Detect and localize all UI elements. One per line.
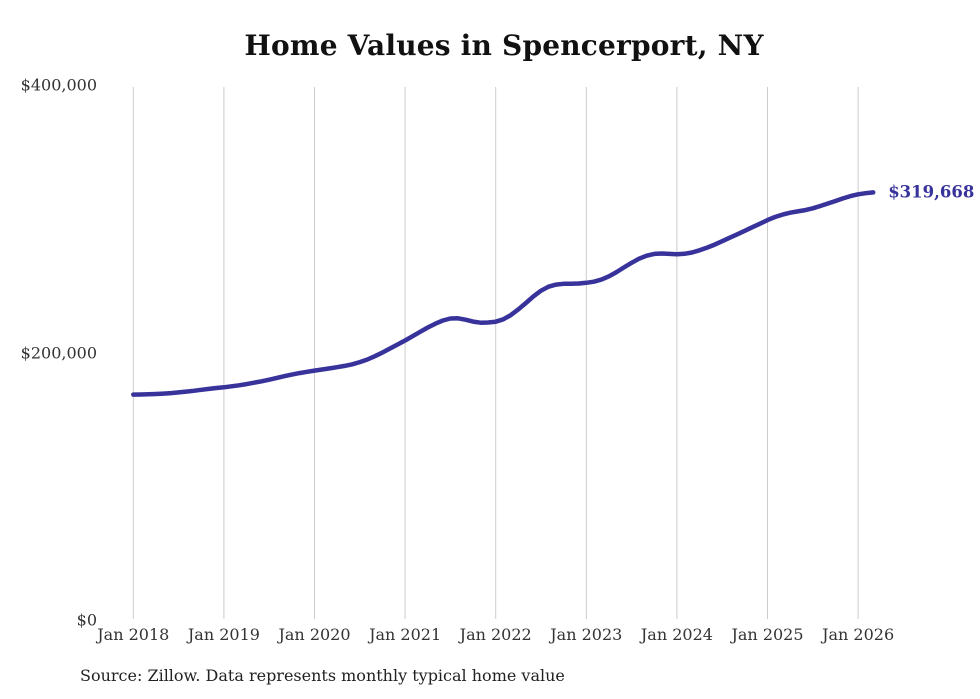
chart-title: Home Values in Spencerport, NY — [244, 29, 764, 62]
y-axis-tick-label: $200,000 — [20, 343, 97, 362]
y-axis-tick-label: $400,000 — [20, 75, 97, 95]
y-axis-tick-label: $0 — [76, 610, 97, 630]
home-value-line — [131, 190, 876, 397]
x-axis-tick-label: Jan 2023 — [550, 625, 623, 644]
x-axis-tick-label: Jan 2022 — [459, 625, 532, 644]
x-axis: Jan 2018 Jan 2019 Jan 2020 Jan 2021 Jan 2022… — [0, 625, 980, 647]
x-axis-tick-label: Jan 2018 — [97, 625, 170, 644]
x-axis-tick-label: Jan 2019 — [187, 625, 260, 644]
y-axis: $0 $200,000 $400,000 — [0, 0, 97, 699]
x-axis-tick-label: Jan 2021 — [369, 625, 442, 644]
x-axis-tick-label: Jan 2024 — [640, 625, 713, 644]
x-axis-tick-label: Jan 2020 — [278, 625, 351, 644]
x-axis-tick-label: Jan 2026 — [822, 625, 895, 644]
latest-value-label: $319,668 — [888, 182, 975, 202]
x-axis-tick-label: Jan 2025 — [731, 625, 804, 644]
source-note: Source: Zillow. Data represents monthly … — [80, 666, 565, 685]
